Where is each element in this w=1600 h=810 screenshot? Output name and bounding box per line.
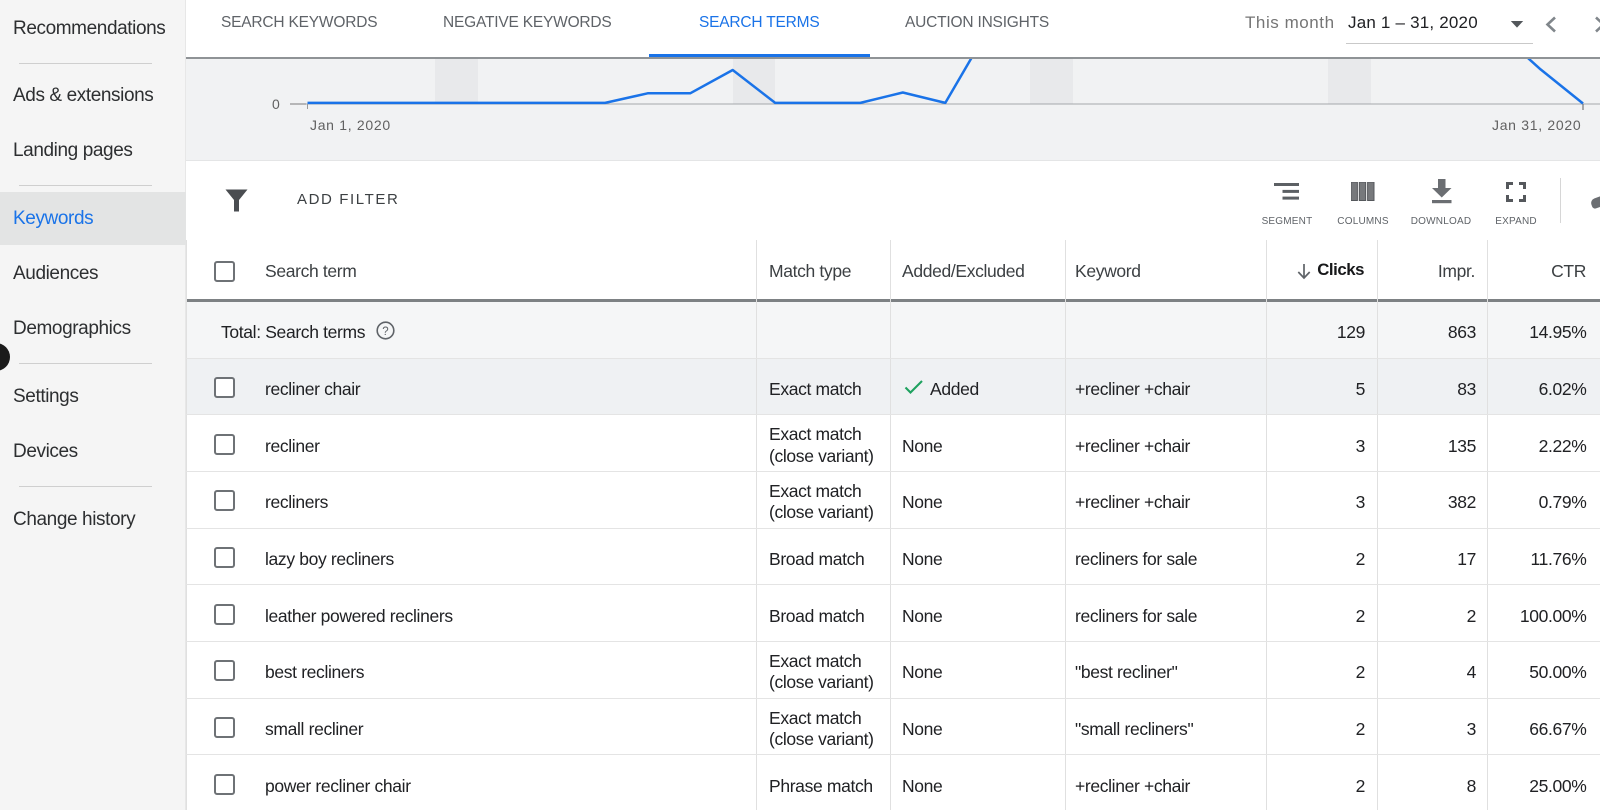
- svg-text:?: ?: [382, 326, 388, 338]
